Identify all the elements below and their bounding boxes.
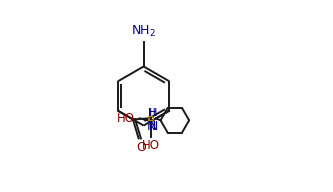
Text: HO: HO [117, 112, 135, 125]
Text: B: B [147, 115, 156, 128]
Text: H: H [148, 108, 156, 118]
Text: HO: HO [142, 139, 160, 152]
Text: H: H [149, 108, 158, 118]
Text: NH$_2$: NH$_2$ [131, 24, 156, 39]
Text: N: N [149, 120, 159, 133]
Text: N: N [147, 120, 156, 133]
Text: O: O [136, 141, 146, 154]
